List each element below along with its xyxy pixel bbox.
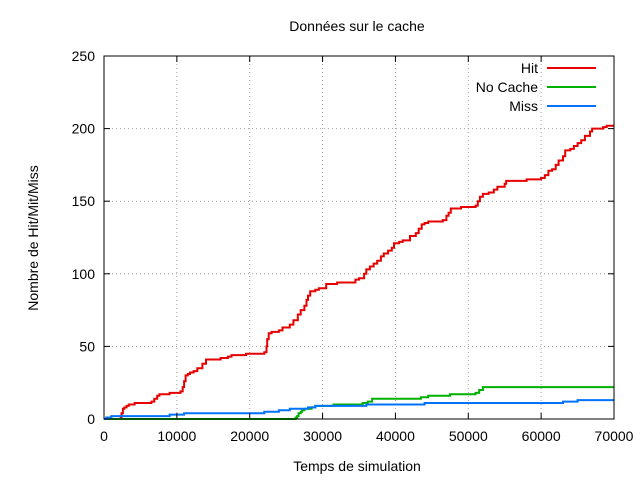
y-tick-label: 250 bbox=[72, 48, 96, 64]
x-tick-label: 0 bbox=[100, 428, 108, 444]
y-tick-label: 50 bbox=[79, 338, 95, 354]
grid-lines bbox=[104, 56, 614, 419]
plot-frame bbox=[103, 55, 615, 420]
x-tick-label: 50000 bbox=[449, 428, 488, 444]
x-tick-label: 60000 bbox=[522, 428, 561, 444]
series-line-no-cache bbox=[104, 386, 614, 420]
series-line-hit bbox=[104, 124, 614, 420]
y-tick-label: 200 bbox=[72, 121, 96, 137]
y-axis-label: Nombre de Hit/Mit/Miss bbox=[25, 165, 41, 310]
chart-title: Données sur le cache bbox=[289, 18, 425, 34]
y-tick-label: 0 bbox=[87, 411, 95, 427]
legend: Hit No Cache Miss bbox=[476, 60, 596, 114]
x-tick-label: 10000 bbox=[157, 428, 196, 444]
x-tick-label: 70000 bbox=[595, 428, 634, 444]
axis-ticks: 0 10000 20000 30000 40000 50000 60000 70000 0 50 1… bbox=[72, 48, 634, 444]
x-tick-label: 40000 bbox=[376, 428, 415, 444]
legend-label-miss: Miss bbox=[509, 98, 538, 114]
legend-label-hit: Hit bbox=[521, 60, 538, 76]
series-lines bbox=[104, 124, 614, 420]
y-tick-label: 100 bbox=[72, 266, 96, 282]
x-tick-label: 30000 bbox=[303, 428, 342, 444]
x-axis-label: Temps de simulation bbox=[293, 458, 421, 474]
y-tick-label: 150 bbox=[72, 193, 96, 209]
series-line-miss bbox=[104, 399, 614, 420]
legend-label-no-cache: No Cache bbox=[476, 79, 538, 95]
x-tick-label: 20000 bbox=[230, 428, 269, 444]
